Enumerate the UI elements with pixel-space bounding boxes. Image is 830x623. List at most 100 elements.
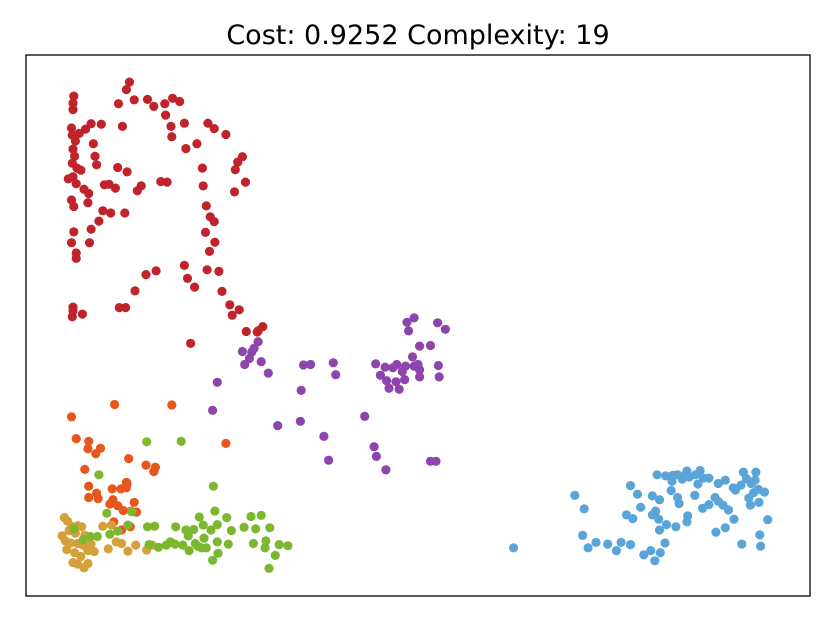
data-point (103, 544, 113, 554)
data-point (76, 551, 86, 562)
data-point (71, 248, 81, 258)
data-point (225, 300, 235, 310)
data-point (203, 118, 213, 128)
data-point (570, 490, 580, 500)
data-point (295, 416, 305, 426)
data-point (85, 531, 95, 542)
data-point (124, 77, 135, 87)
data-point (738, 467, 749, 477)
data-point (131, 540, 141, 550)
data-point (168, 93, 178, 103)
data-point (736, 480, 746, 490)
data-point (256, 357, 266, 367)
data-point (226, 525, 236, 536)
data-point (400, 375, 410, 385)
data-point (102, 508, 112, 518)
data-point (328, 358, 338, 368)
data-point (213, 548, 223, 558)
data-point (750, 475, 760, 485)
data-point (264, 563, 274, 574)
data-point (375, 370, 385, 380)
data-point (167, 400, 177, 410)
data-point (296, 385, 306, 395)
data-point (230, 165, 240, 175)
series-5 (508, 465, 773, 566)
series-1 (208, 313, 450, 475)
data-point (200, 227, 211, 237)
data-point (184, 546, 194, 556)
data-point (274, 540, 284, 550)
data-point (209, 124, 219, 134)
data-point (693, 479, 703, 489)
data-point (183, 531, 193, 541)
data-point (129, 497, 139, 507)
data-point (756, 541, 766, 551)
data-point (704, 473, 714, 483)
data-point (221, 438, 231, 448)
data-point (202, 265, 212, 275)
data-point (94, 216, 104, 226)
data-point (91, 449, 101, 459)
data-point (149, 467, 159, 477)
data-point (175, 96, 185, 107)
data-point (160, 99, 170, 109)
data-point (208, 405, 218, 415)
data-point (711, 527, 721, 537)
data-point (106, 208, 116, 218)
data-point (206, 525, 216, 535)
data-point (759, 487, 770, 497)
data-point (229, 187, 240, 197)
data-point (66, 123, 77, 133)
data-point (83, 444, 93, 454)
data-point (415, 372, 425, 382)
data-point (86, 119, 96, 129)
data-point (646, 546, 656, 556)
data-point (434, 372, 444, 382)
data-point (210, 506, 220, 516)
data-point (107, 484, 117, 494)
data-point (171, 522, 181, 532)
data-point (141, 460, 151, 470)
data-point (394, 384, 404, 394)
data-point (193, 541, 203, 551)
data-point (388, 363, 398, 373)
data-point (298, 360, 309, 370)
data-point (84, 481, 94, 491)
data-point (70, 151, 80, 161)
data-point (265, 523, 275, 533)
data-point (217, 286, 227, 296)
data-point (652, 470, 662, 480)
data-point (404, 326, 414, 336)
data-point (69, 227, 79, 237)
data-point (67, 312, 77, 322)
series-3 (57, 513, 157, 573)
data-point (113, 501, 123, 511)
data-point (151, 266, 161, 276)
data-point (93, 494, 103, 504)
data-point (380, 362, 390, 372)
data-point (142, 94, 153, 104)
data-point (625, 481, 636, 491)
data-point (76, 165, 86, 175)
data-point (71, 434, 81, 444)
data-point (221, 129, 231, 140)
data-point (579, 504, 589, 514)
data-point (204, 246, 215, 256)
data-point (695, 465, 705, 476)
data-point (104, 179, 114, 189)
data-point (682, 466, 692, 476)
data-point (88, 139, 98, 149)
data-point (240, 359, 250, 370)
data-point (508, 543, 519, 553)
data-point (256, 510, 266, 520)
data-point (153, 542, 164, 552)
data-point (651, 506, 661, 516)
data-point (198, 520, 208, 530)
data-point (729, 514, 739, 524)
data-point (415, 365, 425, 375)
data-point (400, 361, 411, 371)
data-point (260, 543, 270, 553)
data-point (252, 327, 262, 337)
